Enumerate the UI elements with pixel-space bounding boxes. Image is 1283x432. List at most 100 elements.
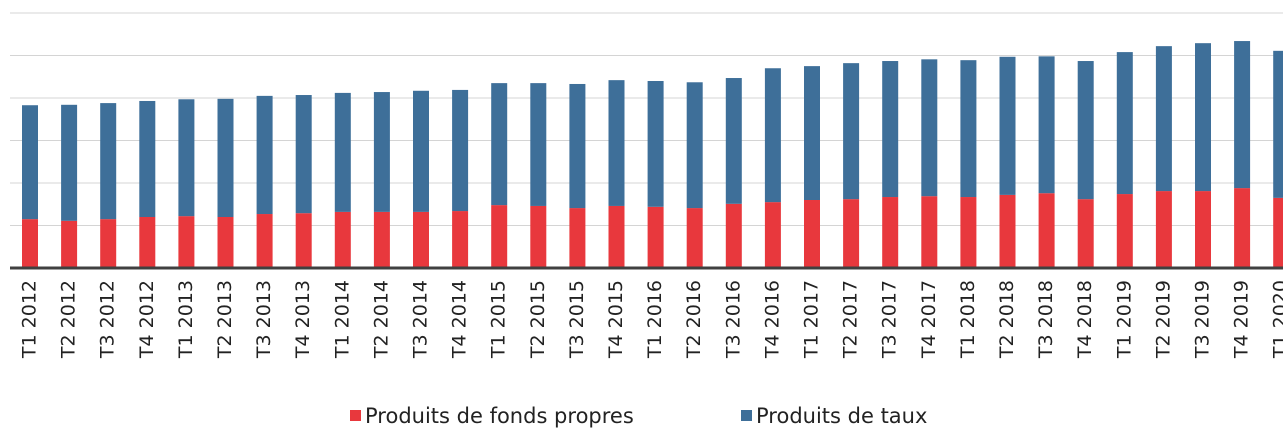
bar-segment — [569, 83, 586, 209]
x-tick-label: T1 2016 — [644, 280, 666, 359]
bar-segment — [100, 219, 117, 268]
bar-segment — [725, 78, 742, 204]
bar-segment — [491, 83, 508, 206]
x-tick-label: T1 2012 — [19, 280, 41, 359]
bar-segment — [61, 220, 78, 268]
bar-segment — [882, 197, 899, 268]
bar-segment — [217, 217, 234, 268]
bar-segment — [334, 92, 351, 212]
x-tick-label: T2 2014 — [370, 280, 392, 359]
x-tick-label: T3 2013 — [253, 280, 275, 359]
bar-segment — [804, 66, 820, 200]
x-tick-label: T3 2014 — [410, 280, 432, 359]
x-tick-label: T1 2015 — [488, 280, 510, 359]
bar-segment — [1195, 191, 1211, 268]
bar-segment — [686, 208, 703, 268]
bar-segment — [843, 63, 860, 200]
legend-label: Produits de taux — [756, 404, 927, 428]
x-tick-label: T2 2013 — [214, 280, 236, 359]
x-tick-label: T2 2018 — [996, 280, 1018, 359]
legend-label: Produits de fonds propres — [365, 404, 634, 428]
bar-segment — [139, 217, 156, 268]
bar-segment — [804, 200, 820, 268]
bar-segment — [608, 80, 625, 206]
bar-segment — [530, 83, 547, 206]
bar-segment — [1234, 41, 1251, 189]
bar-segment — [373, 92, 390, 212]
x-tick-label: T1 2019 — [1113, 280, 1135, 359]
bar-segment — [1155, 46, 1172, 192]
bar-segment — [882, 61, 899, 198]
x-tick-label: T1 2017 — [801, 280, 823, 359]
bar-segment — [1116, 52, 1133, 195]
bar-segment — [256, 95, 273, 215]
bar-segment — [452, 89, 469, 212]
bar-segment — [61, 104, 78, 221]
bar-segment — [647, 206, 664, 268]
bar-segment — [999, 194, 1016, 268]
x-tick-label: T4 2017 — [918, 280, 940, 359]
bar-segment — [217, 98, 234, 217]
bar-segment — [334, 211, 351, 268]
x-tick-label: T4 2016 — [761, 280, 783, 359]
bar-segment — [139, 100, 156, 217]
x-tick-label: T3 2015 — [566, 280, 588, 359]
bar-segment — [413, 211, 429, 268]
bar-segment — [608, 205, 625, 268]
bar-segment — [764, 68, 781, 203]
bar-segment — [960, 60, 977, 198]
bar-segment — [178, 216, 195, 268]
bar-segment — [843, 199, 860, 268]
x-tick-label: T2 2019 — [1152, 280, 1174, 359]
x-tick-label: T3 2017 — [879, 280, 901, 359]
bar-segment — [100, 103, 117, 220]
bar-segment — [1155, 191, 1172, 268]
bar-segment — [1234, 188, 1251, 268]
bar-segment — [960, 197, 977, 268]
x-tick-label: T3 2012 — [97, 280, 119, 359]
bar-segment — [686, 82, 703, 209]
bar-segment — [1195, 43, 1211, 192]
x-tick-label: T2 2015 — [527, 280, 549, 359]
bar-segment — [178, 99, 195, 217]
x-tick-label: T1 2018 — [957, 280, 979, 359]
bar-segment — [295, 95, 312, 214]
bar-segment — [452, 211, 469, 268]
bar-segment — [1038, 56, 1055, 194]
bar-segment — [569, 208, 586, 268]
x-tick-label: T3 2019 — [1192, 280, 1214, 359]
bar-segment — [256, 214, 273, 268]
bar-segment — [373, 211, 390, 268]
x-tick-label: T1 2013 — [175, 280, 197, 359]
x-tick-label: T1 2020 — [1270, 280, 1283, 359]
legend-swatch — [350, 410, 361, 421]
bar-segment — [1038, 193, 1055, 268]
bar-segment — [295, 213, 312, 268]
x-tick-label: T4 2019 — [1231, 280, 1253, 359]
x-tick-label: T4 2018 — [1074, 280, 1096, 359]
x-tick-label: T4 2013 — [292, 280, 314, 359]
bar-segment — [1273, 197, 1283, 268]
bar-segment — [1077, 61, 1094, 200]
bar-segment — [725, 203, 742, 268]
bar-segment — [921, 196, 938, 268]
x-tick-label: T4 2015 — [605, 280, 627, 359]
x-tick-label: T2 2012 — [58, 280, 80, 359]
x-tick-label: T3 2016 — [722, 280, 744, 359]
bar-segment — [1273, 50, 1283, 198]
x-tick-label: T4 2012 — [136, 280, 158, 359]
bar-segment — [22, 105, 38, 220]
bar-segment — [1077, 199, 1094, 268]
x-tick-label: T4 2014 — [449, 280, 471, 359]
bar-segment — [647, 81, 664, 207]
legend-swatch — [741, 410, 752, 421]
x-tick-label: T3 2018 — [1035, 280, 1057, 359]
bar-segment — [22, 219, 38, 268]
x-tick-label: T1 2014 — [331, 280, 353, 359]
bar-segment — [764, 202, 781, 268]
bar-segment — [413, 90, 429, 212]
bar-segment — [1116, 194, 1133, 268]
bar-segment — [921, 59, 938, 197]
bar-segment — [999, 56, 1016, 195]
